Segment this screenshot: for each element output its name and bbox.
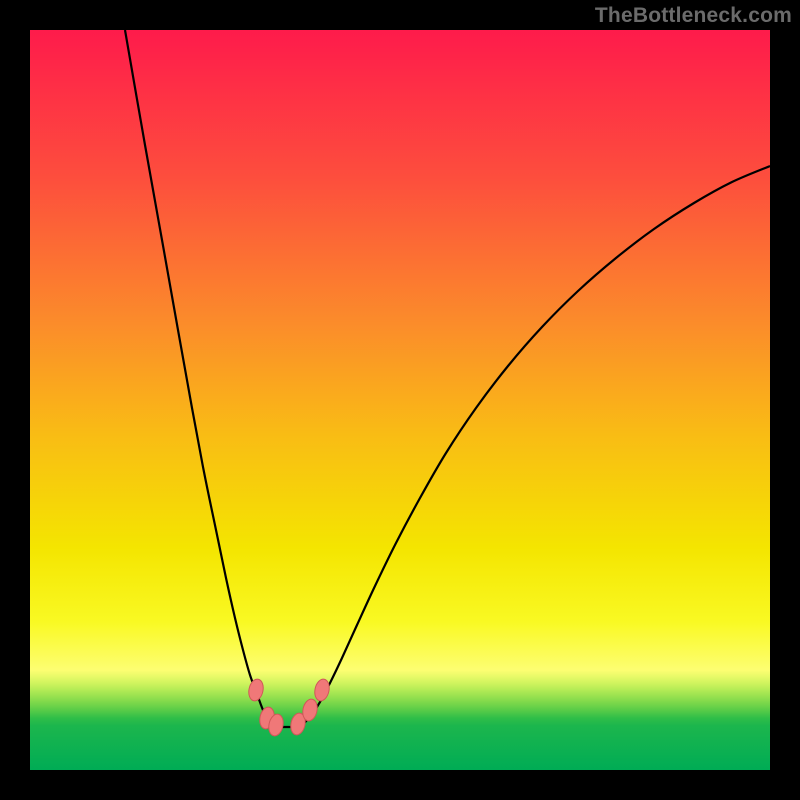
watermark-text: TheBottleneck.com <box>595 4 792 28</box>
curve-marker <box>247 678 265 702</box>
bottleneck-curve <box>125 30 770 727</box>
figure-root: TheBottleneck.com <box>0 0 800 800</box>
curve-markers-group <box>247 678 331 737</box>
chart-overlay <box>30 30 770 770</box>
curve-marker <box>313 678 331 702</box>
